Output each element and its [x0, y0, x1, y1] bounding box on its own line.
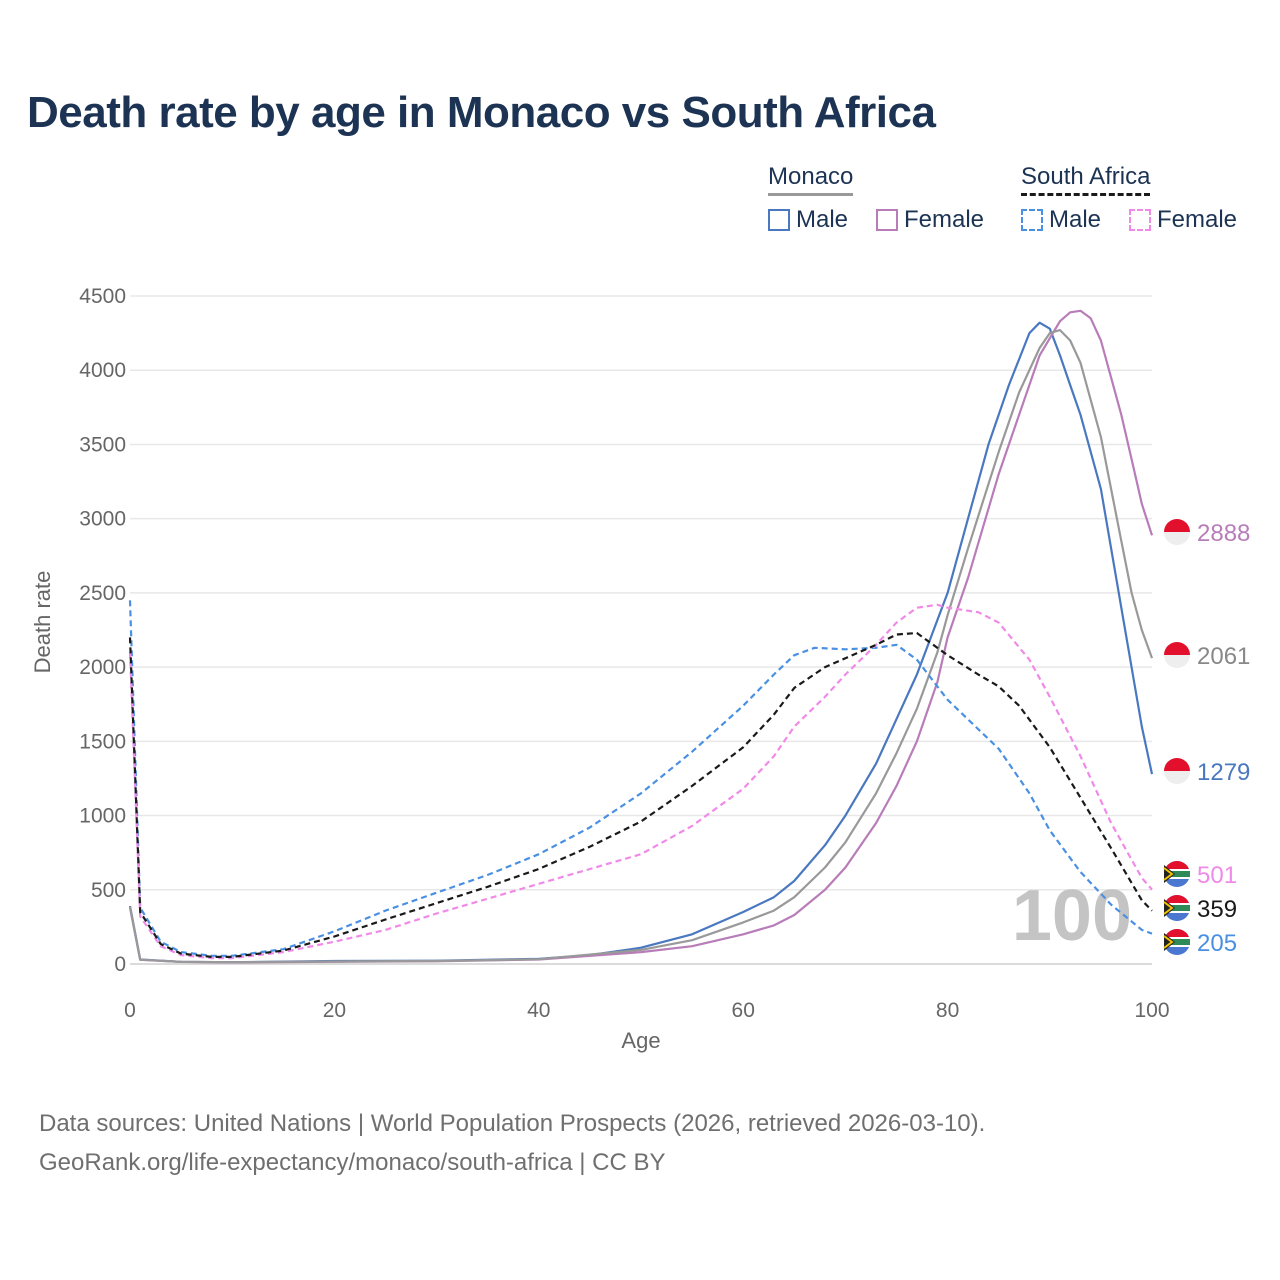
- end-label-monaco-female: 2888: [1197, 520, 1250, 547]
- gridlines: [130, 295, 1152, 965]
- legend-label-monaco-male: Male: [796, 206, 849, 233]
- end-label-south-africa-male: 205: [1197, 930, 1237, 957]
- legend-label-monaco-female: Female: [904, 206, 985, 233]
- series-line-south-africa-male: [128, 600, 1153, 957]
- flag-za-yellow-edge: [1163, 867, 1174, 881]
- flag-icon-south-africa-male: [1163, 929, 1190, 955]
- x-tick-label: 60: [732, 999, 755, 1022]
- legend-item-monaco-female[interactable]: Female: [876, 206, 984, 234]
- footer-attribution[interactable]: GeoRank.org/life-expectancy/monaco/south…: [39, 1149, 666, 1176]
- legend-swatch-south-africa-female: [1129, 209, 1151, 231]
- end-label-south-africa-female: 501: [1197, 862, 1237, 889]
- flag-icon-monaco-total: [1164, 642, 1190, 668]
- flag-za-yellow-edge: [1163, 901, 1174, 915]
- flag-monaco-red: [1164, 519, 1190, 532]
- x-tick-label: 100: [1134, 999, 1169, 1022]
- legend-group-monaco-label: Monaco: [768, 163, 854, 190]
- series-line-south-africa-female: [128, 603, 1153, 960]
- flag-monaco-red: [1164, 642, 1190, 655]
- x-axis-label: Age: [621, 1028, 660, 1053]
- legend-item-south-africa-male[interactable]: Male: [1021, 206, 1101, 234]
- y-tick-label: 1000: [79, 805, 126, 828]
- legend-item-south-africa-female[interactable]: Female: [1129, 206, 1237, 234]
- y-tick-label: 4500: [79, 285, 126, 308]
- x-tick-label: 40: [527, 999, 550, 1022]
- series-line-monaco-total: [128, 329, 1154, 964]
- y-tick-label: 0: [114, 953, 126, 976]
- y-tick-label: 4000: [79, 359, 126, 382]
- series-line-monaco-male: [128, 321, 1154, 964]
- y-axis-label: Death rate: [30, 571, 55, 674]
- x-tick-label: 20: [323, 999, 346, 1022]
- legend-label-south-africa-male: Male: [1049, 206, 1102, 233]
- legend-group-south-africa-label: South Africa: [1021, 163, 1151, 190]
- legend-label-south-africa-female: Female: [1157, 206, 1238, 233]
- legend-swatch-south-africa-male: [1021, 209, 1043, 231]
- footer-sources: Data sources: United Nations | World Pop…: [39, 1110, 986, 1137]
- end-label-south-africa-total: 359: [1197, 896, 1237, 923]
- y-tick-label: 2000: [79, 656, 126, 679]
- x-tick-label: 0: [124, 999, 136, 1022]
- flag-monaco-red: [1164, 758, 1190, 771]
- flag-icon-monaco-female: [1164, 519, 1190, 545]
- flag-icon-south-africa-female: [1163, 861, 1190, 887]
- end-labels: 1279 2888 2061 205 501 359: [1163, 519, 1250, 957]
- year-watermark: 100: [1012, 876, 1132, 956]
- flag-icon-south-africa-total: [1163, 895, 1190, 921]
- legend-item-monaco-male[interactable]: Male: [768, 206, 848, 234]
- legend-group-south-africa: South Africa: [1021, 163, 1151, 196]
- legend-group-monaco: Monaco: [768, 163, 854, 196]
- flag-za-yellow-edge: [1163, 935, 1174, 949]
- y-tick-label: 2500: [79, 582, 126, 605]
- legend-swatch-monaco-male: [768, 209, 790, 231]
- x-tick-label: 80: [936, 999, 959, 1022]
- series-line-monaco-female: [128, 309, 1154, 964]
- y-tick-label: 500: [91, 879, 126, 902]
- series-line-south-africa-total: [128, 631, 1153, 958]
- legend-swatch-monaco-female: [876, 209, 898, 231]
- series-lines: [128, 309, 1154, 964]
- end-label-monaco-male: 1279: [1197, 759, 1250, 786]
- flag-icon-monaco-male: [1164, 758, 1190, 784]
- y-tick-label: 3500: [79, 433, 126, 456]
- axis-ticks: 0 500 1000 1500 2000 2500 3000 3500 4000 4500 0 20 4…: [79, 285, 1169, 1022]
- chart-title: Death rate by age in Monaco vs South Afr…: [27, 88, 936, 137]
- y-tick-label: 3000: [79, 508, 126, 531]
- end-label-monaco-total: 2061: [1197, 643, 1250, 670]
- y-tick-label: 1500: [79, 730, 126, 753]
